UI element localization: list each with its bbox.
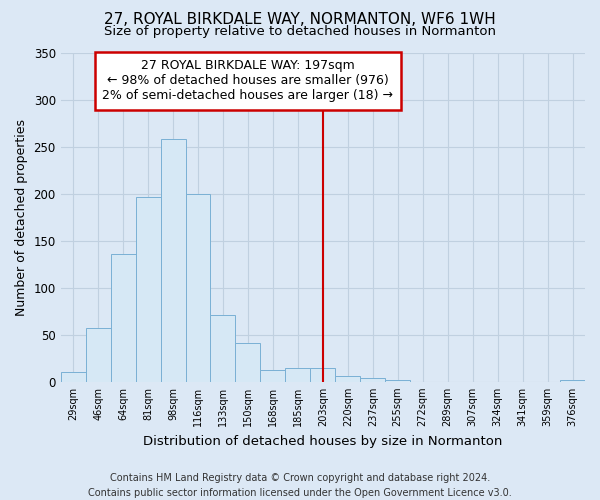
Bar [560,380,585,382]
Bar [260,370,286,382]
Bar [211,315,235,382]
Y-axis label: Number of detached properties: Number of detached properties [15,118,28,316]
Bar [86,328,110,382]
Bar [185,194,211,382]
Bar [61,372,86,382]
Text: 27 ROYAL BIRKDALE WAY: 197sqm
← 98% of detached houses are smaller (976)
2% of s: 27 ROYAL BIRKDALE WAY: 197sqm ← 98% of d… [103,59,394,102]
Bar [385,380,410,382]
Bar [360,378,385,382]
Bar [161,139,185,382]
Bar [110,254,136,382]
Bar [136,198,161,382]
Bar [310,368,335,382]
Bar [235,343,260,382]
Text: Size of property relative to detached houses in Normanton: Size of property relative to detached ho… [104,25,496,38]
X-axis label: Distribution of detached houses by size in Normanton: Distribution of detached houses by size … [143,434,503,448]
Text: 27, ROYAL BIRKDALE WAY, NORMANTON, WF6 1WH: 27, ROYAL BIRKDALE WAY, NORMANTON, WF6 1… [104,12,496,28]
Text: Contains HM Land Registry data © Crown copyright and database right 2024.
Contai: Contains HM Land Registry data © Crown c… [88,472,512,498]
Bar [286,368,310,382]
Bar [335,376,360,382]
